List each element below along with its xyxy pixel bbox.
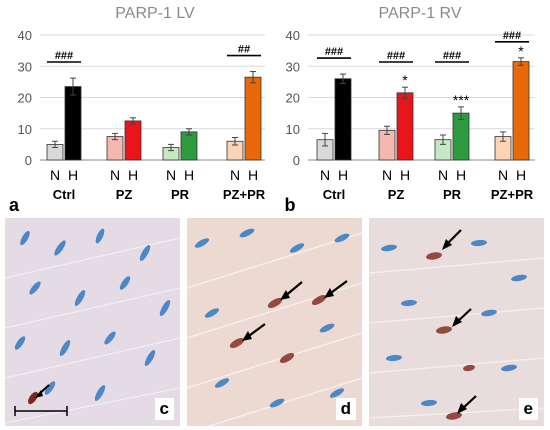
y-tick-label: 30 (286, 59, 300, 74)
significance-label: ### (387, 50, 405, 62)
x-sub-label: N (498, 167, 508, 183)
asterisk-label: *** (453, 92, 470, 108)
significance-label: ### (325, 46, 343, 58)
panel-label-d: d (335, 398, 356, 420)
bar-H-1 (124, 120, 142, 161)
x-sub-label: N (166, 167, 176, 183)
y-tick-label: 20 (286, 91, 300, 106)
micrograph-d: d (187, 218, 362, 426)
significance-label: ### (55, 50, 73, 62)
significance-label: ## (238, 44, 250, 56)
micrograph-e: e (369, 218, 544, 426)
x-category-label: Ctrl (53, 187, 75, 202)
x-sub-label: H (456, 167, 466, 183)
significance-label: ### (503, 30, 521, 42)
y-tick-label: 40 (18, 28, 32, 43)
x-sub-label: H (516, 167, 526, 183)
panel-label: a (9, 195, 20, 215)
significance-label: ### (443, 50, 461, 62)
panel-label-c: c (154, 398, 174, 420)
x-category-label: PZ+PR (223, 187, 266, 202)
panel-label: b (285, 195, 296, 215)
x-sub-label: N (438, 167, 448, 183)
x-sub-label: N (382, 167, 392, 183)
micrograph-c: c (5, 218, 180, 426)
y-tick-label: 0 (25, 153, 32, 168)
panel-label-e: e (518, 398, 538, 420)
x-category-label: PZ (116, 187, 133, 202)
asterisk-label: * (518, 43, 524, 59)
bar-H-0 (64, 86, 82, 161)
x-category-label: PZ+PR (491, 187, 534, 202)
x-category-label: PR (443, 187, 462, 202)
x-sub-label: N (50, 167, 60, 183)
y-tick-label: 10 (286, 122, 300, 137)
y-tick-label: 30 (18, 59, 32, 74)
x-sub-label: N (230, 167, 240, 183)
x-category-label: PR (171, 187, 190, 202)
chart-title: PARP-1 LV (115, 5, 195, 22)
bar-H-3 (512, 61, 530, 161)
x-sub-label: H (184, 167, 194, 183)
bar-H-1 (396, 92, 414, 161)
x-category-label: Ctrl (323, 187, 345, 202)
y-tick-label: 10 (18, 122, 32, 137)
x-sub-label: H (248, 167, 258, 183)
x-sub-label: H (400, 167, 410, 183)
y-tick-label: 0 (293, 153, 300, 168)
bar-H-0 (334, 78, 352, 161)
chart-title: PARP-1 RV (379, 5, 462, 22)
bar-H-3 (244, 76, 262, 161)
y-tick-label: 20 (18, 91, 32, 106)
bar-H-2 (180, 131, 198, 161)
x-sub-label: N (110, 167, 120, 183)
x-sub-label: N (320, 167, 330, 183)
y-tick-label: 40 (286, 28, 300, 43)
asterisk-label: * (402, 72, 408, 88)
x-sub-label: H (128, 167, 138, 183)
x-sub-label: H (68, 167, 78, 183)
bar-H-2 (452, 112, 470, 161)
x-category-label: PZ (388, 187, 405, 202)
x-sub-label: H (338, 167, 348, 183)
